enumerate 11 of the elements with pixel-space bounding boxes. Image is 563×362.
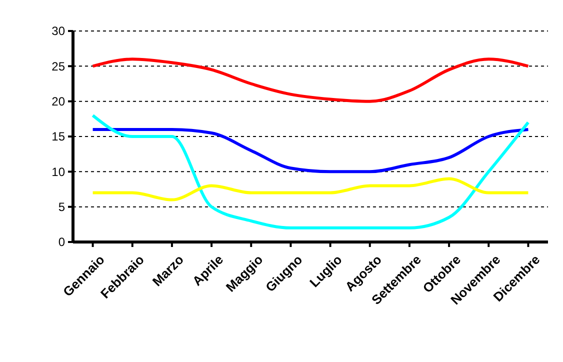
y-tick-label: 10 [52, 164, 66, 179]
line-series [91, 114, 530, 230]
y-tick-label: 5 [58, 200, 66, 214]
y-tick-label: 30 [52, 24, 66, 38]
y-tick-label: 0 [58, 235, 66, 250]
y-tick-label: 20 [52, 94, 66, 109]
y-tick-label: 15 [52, 130, 66, 144]
line-series [91, 58, 530, 103]
line-series [91, 128, 530, 174]
y-tick-label: 25 [52, 59, 66, 74]
line-series [91, 177, 530, 202]
